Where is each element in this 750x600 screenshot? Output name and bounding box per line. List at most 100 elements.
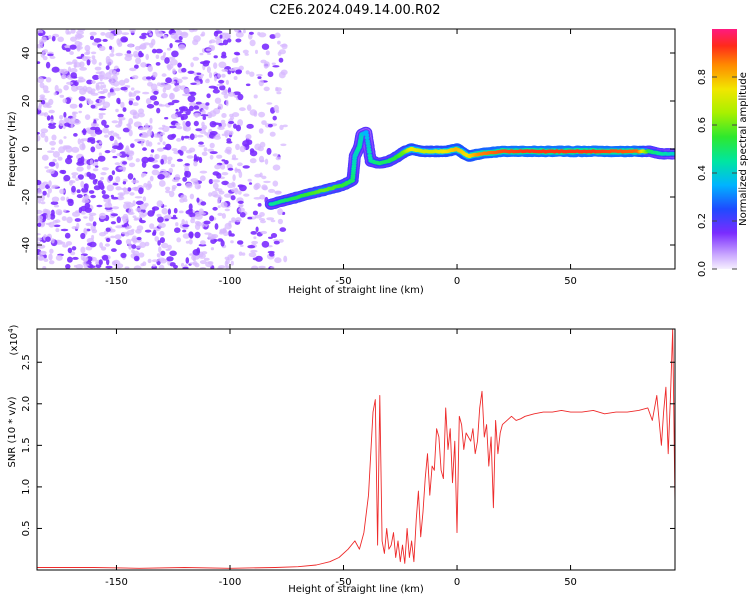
noise-speckle (181, 219, 185, 226)
spectrogram-noise (37, 29, 288, 269)
noise-speckle (179, 198, 185, 203)
noise-speckle (217, 205, 221, 209)
noise-speckle (149, 117, 153, 124)
noise-speckle (112, 182, 119, 186)
noise-speckle (282, 124, 288, 128)
noise-speckle (80, 212, 86, 215)
noise-speckle (247, 245, 256, 249)
noise-speckle (225, 99, 229, 107)
noise-speckle (114, 234, 122, 240)
noise-speckle (270, 219, 276, 223)
noise-speckle (80, 180, 85, 188)
noise-speckle (212, 206, 218, 211)
noise-speckle (133, 50, 139, 58)
noise-speckle (117, 136, 122, 140)
noise-speckle (140, 134, 149, 139)
noise-speckle (255, 255, 263, 262)
noise-speckle (160, 158, 164, 165)
noise-speckle (48, 123, 53, 126)
noise-speckle (242, 165, 250, 169)
noise-speckle (235, 38, 242, 43)
noise-speckle (79, 67, 87, 71)
spectrogram-ytick-label: -40 (21, 237, 32, 253)
noise-speckle (245, 83, 251, 87)
noise-speckle (49, 248, 54, 254)
noise-speckle (84, 196, 89, 200)
noise-speckle (156, 253, 161, 258)
noise-speckle (167, 134, 176, 141)
noise-speckle (200, 212, 206, 215)
noise-speckle (214, 239, 218, 242)
noise-speckle (182, 229, 187, 233)
noise-speckle (206, 66, 211, 73)
scale-note-exponent: 4 (7, 328, 15, 333)
noise-speckle (239, 107, 246, 112)
noise-speckle (225, 146, 232, 153)
noise-speckle (158, 246, 162, 254)
noise-speckle (97, 74, 106, 80)
noise-speckle (233, 29, 240, 33)
noise-speckle (217, 73, 222, 78)
noise-speckle (233, 76, 238, 80)
noise-speckle (102, 194, 110, 200)
noise-speckle (214, 223, 219, 230)
noise-speckle (129, 92, 137, 97)
noise-speckle (64, 97, 72, 104)
noise-speckle (208, 178, 214, 185)
noise-speckle (256, 73, 263, 77)
noise-speckle (37, 179, 42, 186)
noise-speckle (269, 34, 276, 39)
noise-speckle (43, 258, 49, 262)
noise-speckle (120, 252, 127, 258)
noise-speckle (115, 52, 123, 57)
spectrogram-x-label: Height of straight line (km) (288, 285, 424, 296)
noise-speckle (140, 140, 144, 146)
noise-speckle (127, 43, 135, 48)
noise-speckle (275, 109, 280, 114)
noise-speckle (112, 132, 118, 137)
noise-speckle (67, 198, 74, 203)
noise-speckle (37, 61, 41, 64)
noise-speckle (66, 81, 74, 85)
noise-speckle (93, 38, 102, 43)
noise-speckle (64, 117, 72, 123)
noise-speckle (141, 173, 145, 178)
noise-speckle (205, 79, 210, 84)
noise-speckle (69, 68, 78, 73)
noise-speckle (183, 135, 190, 139)
noise-speckle (51, 196, 60, 202)
noise-speckle (158, 127, 164, 130)
noise-speckle (272, 153, 279, 157)
noise-speckle (46, 115, 51, 121)
noise-speckle (117, 113, 124, 118)
noise-speckle (193, 35, 201, 43)
noise-speckle (160, 132, 165, 136)
noise-speckle (84, 202, 91, 209)
noise-speckle (249, 148, 255, 153)
noise-speckle (161, 92, 168, 99)
noise-speckle (208, 72, 213, 79)
noise-speckle (178, 210, 184, 214)
noise-speckle (165, 186, 171, 191)
noise-speckle (121, 32, 130, 35)
noise-speckle (94, 66, 102, 71)
noise-speckle (158, 180, 166, 187)
noise-speckle (135, 207, 142, 212)
noise-speckle (194, 220, 201, 225)
noise-speckle (163, 156, 167, 161)
noise-speckle (86, 164, 91, 170)
noise-speckle (220, 122, 227, 128)
noise-speckle (159, 237, 165, 244)
noise-speckle (76, 30, 84, 35)
noise-speckle (157, 240, 161, 246)
ridge-blob (671, 152, 675, 156)
noise-speckle (209, 142, 215, 149)
noise-speckle (249, 109, 257, 116)
noise-speckle (251, 265, 259, 269)
noise-speckle (255, 49, 258, 55)
noise-speckle (172, 68, 176, 74)
noise-speckle (111, 206, 120, 210)
noise-speckle (124, 53, 132, 56)
noise-speckle (167, 102, 175, 106)
noise-speckle (38, 32, 43, 37)
